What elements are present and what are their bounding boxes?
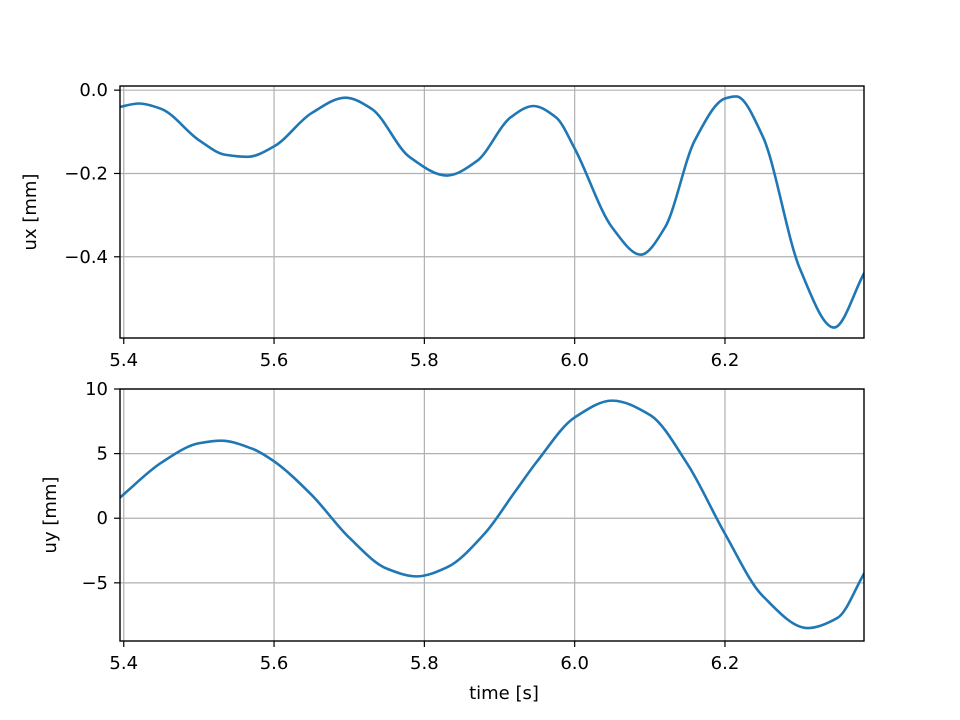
uy-axes-frame — [119, 388, 865, 642]
ux-ytick-label: −0.4 — [64, 247, 108, 268]
uy-xtick-label: 5.4 — [109, 653, 138, 674]
ux-ticks: 5.4 5.6 5.8 6.0 6.2 0.0 −0.2 −0.4 — [64, 80, 739, 371]
uy-ticks: 5.4 5.6 5.8 6.0 6.2 10 5 0 −5 — [81, 379, 739, 674]
ux-xtick-label: 5.8 — [410, 350, 439, 371]
uy-xlabel: time [s] — [469, 683, 539, 704]
uy-series-line — [120, 399, 864, 630]
ux-grid — [120, 86, 864, 338]
ux-xtick-label: 6.0 — [560, 350, 589, 371]
uy-xtick-label: 5.6 — [260, 653, 289, 674]
uy-ytick-label: 0 — [97, 508, 108, 529]
uy-subplot: 5.4 5.6 5.8 6.0 6.2 10 5 0 −5 uy [mm] time [s] — [40, 379, 865, 704]
ux-ytick-label: −0.2 — [64, 163, 108, 184]
ux-xtick-label: 6.2 — [711, 350, 740, 371]
uy-xtick-label: 6.2 — [711, 653, 740, 674]
ux-series-line — [120, 95, 864, 329]
uy-ytick-label: 5 — [97, 444, 108, 465]
uy-ylabel: uy [mm] — [40, 477, 61, 554]
ux-subplot: 5.4 5.6 5.8 6.0 6.2 0.0 −0.2 −0.4 ux [mm] — [20, 80, 865, 371]
ux-ytick-label: 0.0 — [79, 80, 108, 101]
uy-xtick-label: 6.0 — [560, 653, 589, 674]
ux-axes-frame — [119, 85, 865, 339]
uy-ytick-label: 10 — [85, 379, 108, 400]
ux-xtick-label: 5.6 — [260, 350, 289, 371]
uy-ytick-label: −5 — [81, 573, 108, 594]
ux-xtick-label: 5.4 — [109, 350, 138, 371]
uy-xtick-label: 5.8 — [410, 653, 439, 674]
ux-ylabel: ux [mm] — [20, 174, 41, 251]
